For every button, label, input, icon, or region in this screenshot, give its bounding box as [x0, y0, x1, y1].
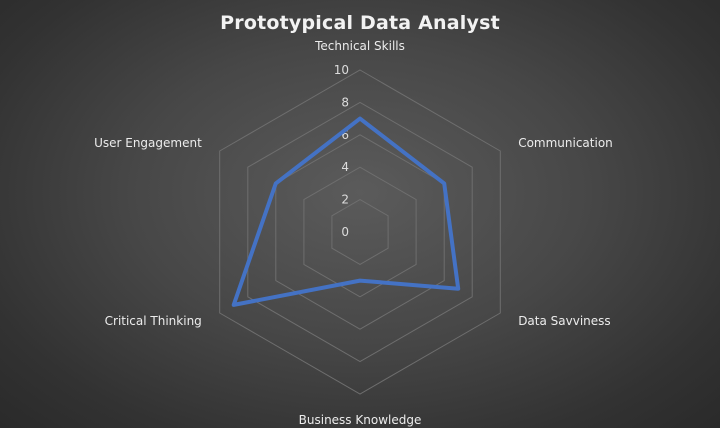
- grid-ring-4: [303, 166, 417, 298]
- tick-label-8: 8: [341, 95, 349, 109]
- tick-label-2: 2: [341, 193, 349, 207]
- category-label-5: User Engagement: [94, 136, 202, 150]
- series-line-0: [231, 116, 461, 307]
- tick-label-10: 10: [334, 63, 349, 77]
- category-label-4: Critical Thinking: [105, 314, 202, 328]
- tick-label-0: 0: [341, 225, 349, 239]
- grid-ring-10: [219, 69, 501, 395]
- tick-layer: 0 2 4 6 8 10: [334, 63, 349, 239]
- grid-ring-8: [247, 101, 473, 363]
- axis-label-layer: Technical Skills Communication Data Savvin…: [94, 39, 613, 427]
- tick-label-4: 4: [341, 160, 349, 174]
- category-label-3: Business Knowledge: [299, 413, 422, 427]
- tick-label-6: 6: [341, 128, 349, 142]
- category-label-1: Communication: [518, 136, 613, 150]
- chart-title: Prototypical Data Analyst: [220, 12, 500, 34]
- grid-ring-2: [331, 199, 389, 265]
- series-layer: [231, 116, 461, 307]
- category-label-2: Data Savviness: [518, 314, 610, 328]
- category-label-0: Technical Skills: [314, 39, 405, 53]
